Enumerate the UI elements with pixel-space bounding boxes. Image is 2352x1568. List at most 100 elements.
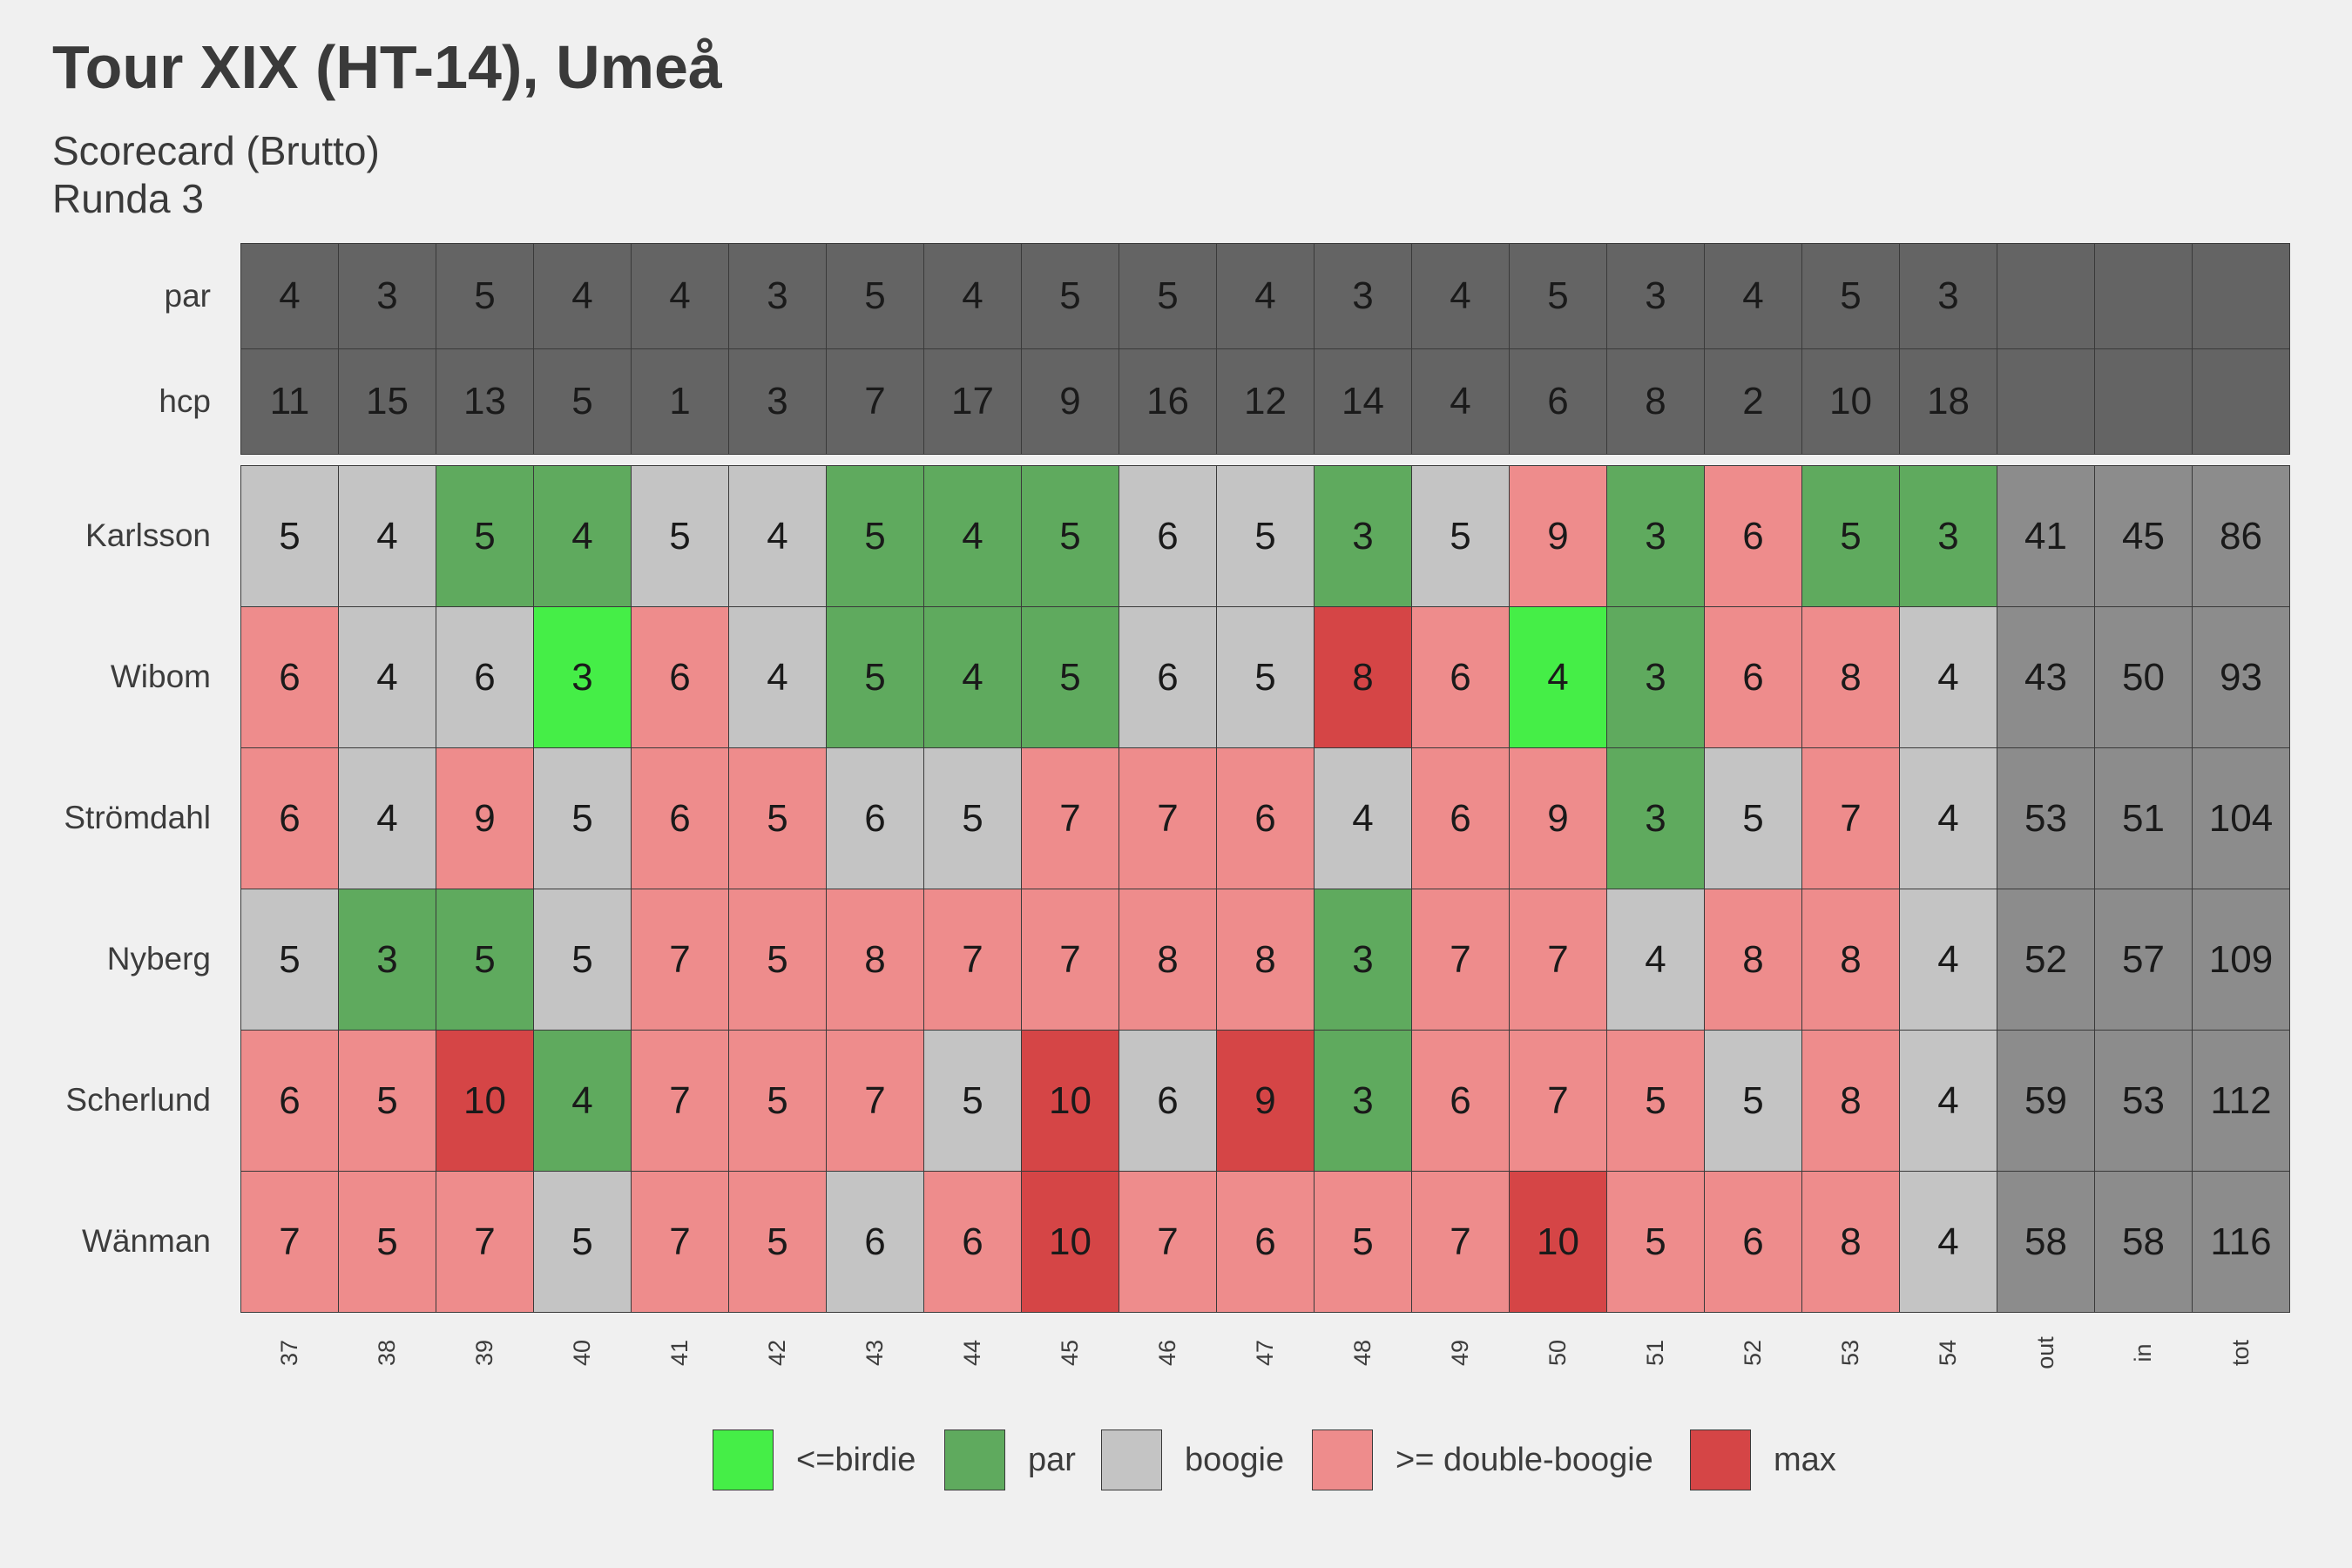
score-cell: 6 [1411,1030,1510,1172]
score-cell: 5 [533,1171,632,1313]
header-cell: 4 [1704,243,1802,349]
x-tick-label: 44 [959,1339,985,1367]
score-cell: 5 [728,889,827,1031]
total-cell: 59 [1997,1030,2095,1172]
score-cell: 4 [1899,747,1997,889]
score-cell: 9 [1509,465,1607,607]
legend-item-double: >= double-boogie [1312,1429,1653,1491]
player-name: Nyberg [106,941,211,977]
score-cell: 7 [1509,889,1607,1031]
legend-item-par: par [944,1429,1076,1491]
header-cell: 5 [1801,243,1900,349]
header-cell: 6 [1509,348,1607,455]
header-cell: 4 [1216,243,1315,349]
legend-label: max [1774,1441,1836,1478]
score-cell: 6 [1704,1171,1802,1313]
legend-swatch [713,1429,774,1490]
total-cell: 53 [2094,1030,2193,1172]
score-cell: 8 [1314,606,1412,748]
score-cell: 5 [1216,606,1315,748]
score-cell: 10 [1509,1171,1607,1313]
score-cell: 5 [1704,1030,1802,1172]
legend-swatch [1312,1429,1373,1490]
score-cell: 8 [1801,1171,1900,1313]
score-cell: 9 [1509,747,1607,889]
header-cell: 8 [1606,348,1705,455]
score-cell: 8 [1119,889,1217,1031]
score-cell: 6 [826,1171,924,1313]
score-cell: 7 [1021,889,1119,1031]
header-cell: 3 [1606,243,1705,349]
total-cell: 93 [2192,606,2290,748]
header-cell: 18 [1899,348,1997,455]
score-cell: 5 [728,747,827,889]
score-cell: 6 [631,606,729,748]
row-label-par: par [164,277,211,314]
score-cell: 7 [240,1171,339,1313]
header-cell: 7 [826,348,924,455]
score-cell: 6 [631,747,729,889]
score-cell: 4 [533,465,632,607]
score-cell: 4 [1606,889,1705,1031]
total-cell: 112 [2192,1030,2290,1172]
score-cell: 3 [338,889,436,1031]
score-cell: 5 [923,747,1022,889]
total-cell: 51 [2094,747,2193,889]
score-cell: 4 [1509,606,1607,748]
header-cell: 15 [338,348,436,455]
header-cell [2192,243,2290,349]
header-cell: 5 [1509,243,1607,349]
header-cell: 3 [338,243,436,349]
score-cell: 6 [1119,606,1217,748]
score-cell: 5 [338,1030,436,1172]
score-cell: 10 [436,1030,534,1172]
score-cell: 5 [728,1030,827,1172]
header-cell: 5 [1021,243,1119,349]
x-tick-label: 48 [1349,1339,1375,1367]
x-tick-label: in [2130,1343,2156,1362]
header-cell: 4 [240,243,339,349]
header-cell [1997,348,2095,455]
header-cell: 9 [1021,348,1119,455]
score-cell: 8 [1216,889,1315,1031]
legend-item-max: max [1690,1429,1836,1491]
score-cell: 7 [631,1171,729,1313]
total-cell: 41 [1997,465,2095,607]
score-cell: 7 [923,889,1022,1031]
total-cell: 52 [1997,889,2095,1031]
score-cell: 5 [1606,1030,1705,1172]
total-cell: 43 [1997,606,2095,748]
x-tick-label: 40 [569,1339,595,1367]
x-tick-label: 51 [1642,1339,1668,1367]
score-cell: 5 [533,747,632,889]
score-cell: 5 [1314,1171,1412,1313]
total-cell: 86 [2192,465,2290,607]
header-cell: 4 [533,243,632,349]
player-name: Strömdahl [64,800,211,835]
score-cell: 8 [1801,889,1900,1031]
x-tick-label: 39 [471,1339,497,1367]
score-cell: 3 [1606,465,1705,607]
header-cell: 5 [1119,243,1217,349]
legend-item-boogie: boogie [1101,1429,1284,1491]
score-cell: 4 [1899,606,1997,748]
subtitle-line-1: Scorecard (Brutto) [52,128,380,173]
header-cell: 3 [1899,243,1997,349]
score-cell: 6 [240,747,339,889]
total-cell: 45 [2094,465,2193,607]
header-cell: 5 [826,243,924,349]
x-tick-label: 53 [1837,1339,1863,1367]
x-tick-label: out [2032,1336,2058,1369]
x-tick-label: tot [2227,1339,2254,1367]
total-cell: 57 [2094,889,2193,1031]
player-name: Karlsson [85,517,211,553]
x-tick-label: 46 [1154,1339,1180,1367]
x-tick-label: 54 [1935,1339,1961,1367]
score-cell: 5 [1021,465,1119,607]
score-cell: 6 [436,606,534,748]
header-cell: 13 [436,348,534,455]
score-cell: 7 [631,889,729,1031]
score-cell: 6 [826,747,924,889]
player-name: Scherlund [65,1082,211,1118]
